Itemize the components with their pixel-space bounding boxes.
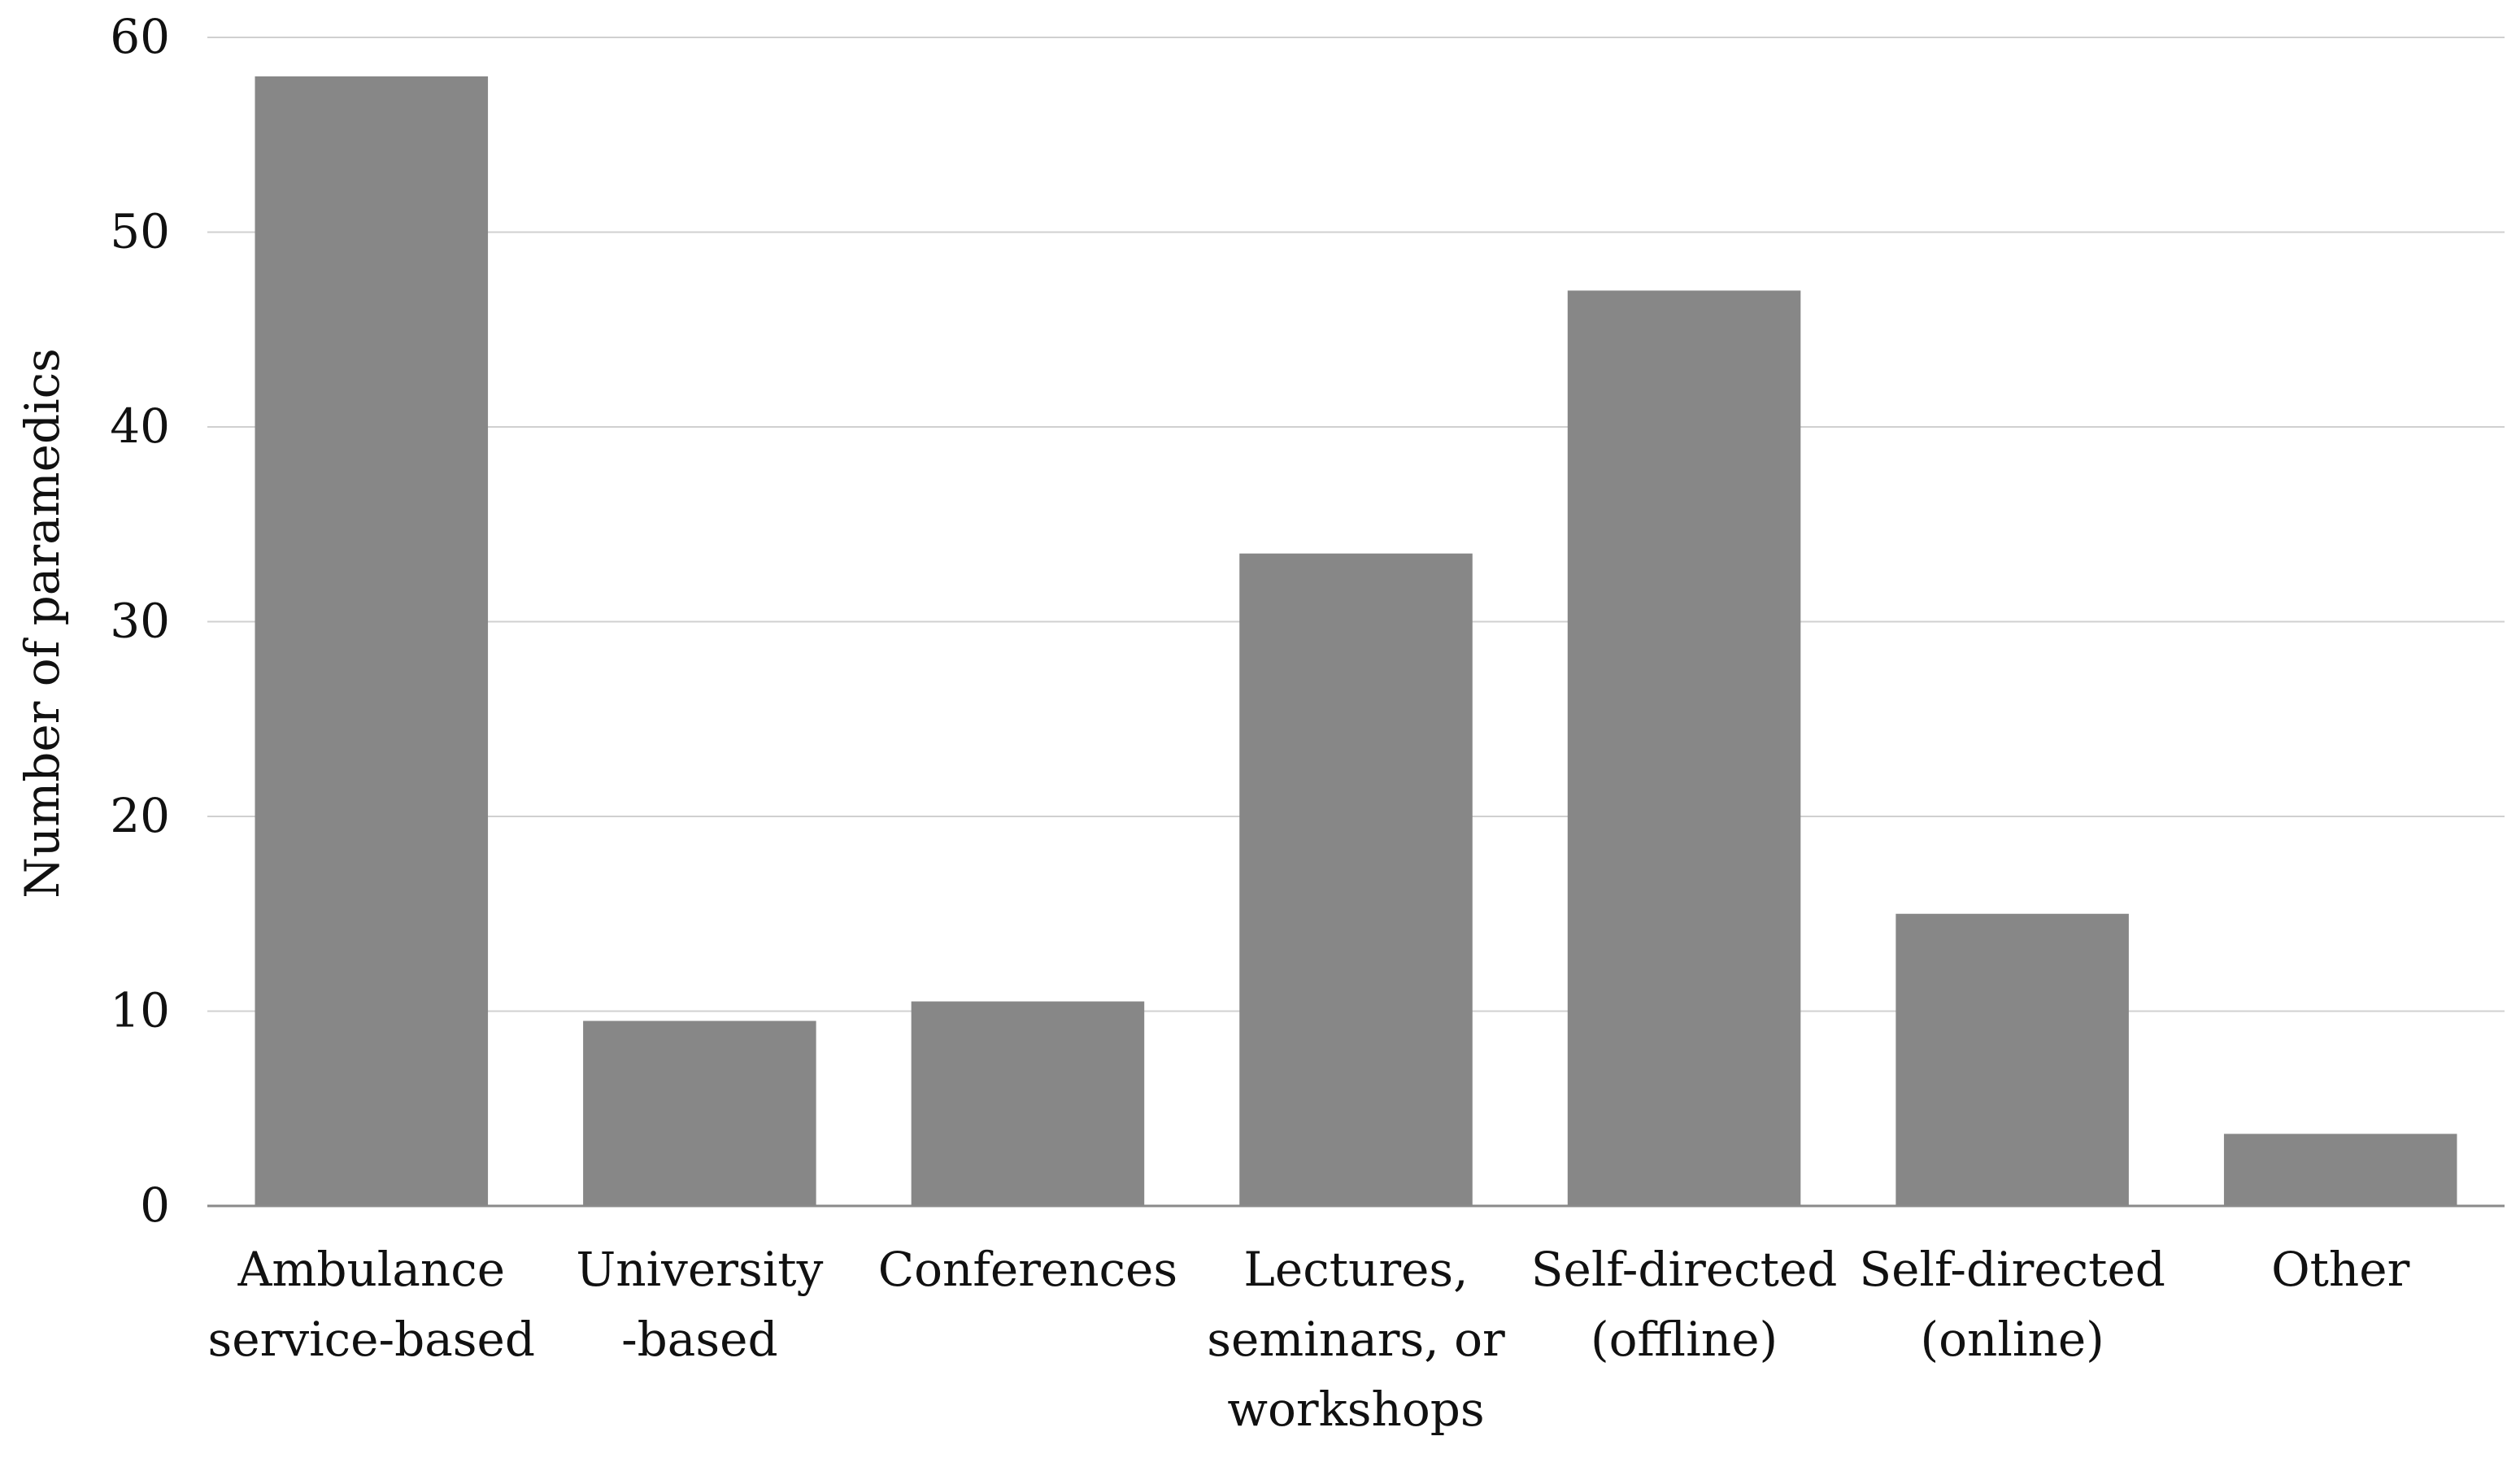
x-tick-label-line: (online) — [1920, 1312, 2104, 1367]
x-tick-label-line: (offline) — [1591, 1312, 1778, 1367]
bar — [1567, 290, 1801, 1207]
x-tick-label: Self-directed (online) — [1859, 1242, 2165, 1367]
y-tick-label: 40 — [110, 398, 170, 454]
y-tick-label: 0 — [140, 1177, 170, 1233]
y-tick-label: 30 — [110, 594, 170, 649]
x-tick-label-line: Lectures, — [1243, 1242, 1468, 1297]
x-tick-label: Conferences — [878, 1242, 1177, 1297]
y-tick-label: 60 — [110, 9, 170, 64]
x-tick-label-line: Conferences — [878, 1242, 1177, 1297]
bars — [255, 76, 2457, 1207]
bar — [1239, 553, 1473, 1206]
x-tick-label-line: -based — [621, 1312, 778, 1367]
x-tick-label-line: service-based — [208, 1312, 535, 1367]
x-tick-label-line: workshops — [1227, 1382, 1484, 1437]
y-tick-label: 50 — [110, 204, 170, 259]
x-tick-label-line: Ambulance — [237, 1242, 505, 1297]
bar — [1895, 913, 2129, 1206]
bar — [255, 76, 489, 1206]
x-tick-label: Ambulance service-based — [208, 1242, 535, 1367]
x-tick-label: Self-directed (offline) — [1531, 1242, 1838, 1367]
y-tick-label: 10 — [110, 983, 170, 1038]
bar — [2223, 1134, 2457, 1206]
y-axis-title: Number of paramedics — [15, 348, 70, 899]
x-tick-label-line: University — [576, 1242, 823, 1297]
x-tick-label: Lectures, seminars, or workshops — [1207, 1242, 1505, 1437]
axes: 0 10 20 30 40 50 60 Ambulance service-based Unive… — [110, 9, 2505, 1437]
x-tick-label-line: Other — [2271, 1242, 2410, 1297]
bar — [911, 1001, 1145, 1206]
x-tick-label: University -based — [576, 1242, 823, 1367]
x-tick-label: Other — [2271, 1242, 2410, 1297]
bar — [583, 1021, 816, 1206]
x-tick-label-line: Self-directed — [1531, 1242, 1838, 1297]
x-tick-label-line: seminars, or — [1207, 1312, 1505, 1367]
y-tick-label: 20 — [110, 788, 170, 843]
x-tick-label-line: Self-directed — [1859, 1242, 2165, 1297]
